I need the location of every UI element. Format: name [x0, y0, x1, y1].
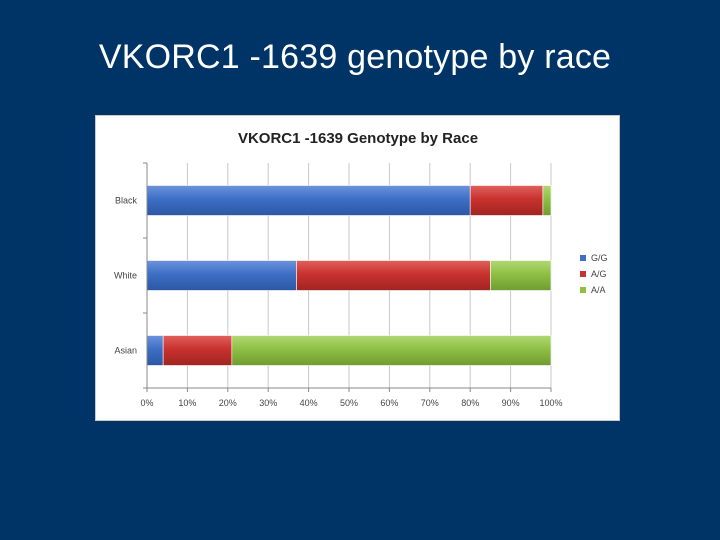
x-tick-label: 10%: [178, 398, 196, 408]
bar-asian-aa: [231, 335, 552, 366]
y-tick-label: Black: [115, 196, 138, 206]
legend-swatch: [580, 271, 586, 277]
bar-white-aa: [490, 260, 552, 291]
x-tick-label: 30%: [259, 398, 277, 408]
x-tick-label: 40%: [300, 398, 318, 408]
x-tick-label: 0%: [140, 398, 153, 408]
x-tick-label: 100%: [539, 398, 562, 408]
x-tick-label: 90%: [502, 398, 520, 408]
bar-black-aa: [542, 185, 552, 216]
bar-black-ag: [469, 185, 544, 216]
bars-layer: [146, 185, 552, 366]
bar-white-ag: [296, 260, 491, 291]
chart-title: VKORC1 -1639 Genotype by Race: [238, 130, 478, 147]
bar-black-gg: [146, 185, 471, 216]
legend-label: A/G: [591, 269, 607, 279]
axis-layer: 0% 10% 20% 30% 40% 50% 60% 70% 80% 90% 100% Black Wh…: [114, 162, 563, 408]
bar-asian-ag: [162, 335, 233, 366]
legend-label: A/A: [591, 285, 606, 295]
legend-swatch: [580, 287, 586, 293]
chart-svg: VKORC1 -1639 Genotype by Race 0% 10% 20% 30…: [114, 130, 608, 408]
y-tick-label: Asian: [114, 346, 137, 356]
bar-white-gg: [146, 260, 297, 291]
x-tick-label: 60%: [380, 398, 398, 408]
legend: G/G A/G A/A: [580, 253, 608, 295]
x-tick-label: 80%: [461, 398, 479, 408]
legend-swatch: [580, 255, 586, 261]
x-tick-label: 50%: [340, 398, 358, 408]
slide-title: VKORC1 -1639 genotype by race: [98, 38, 612, 76]
legend-label: G/G: [591, 253, 608, 263]
x-tick-label: 70%: [421, 398, 439, 408]
x-tick-label: 20%: [219, 398, 237, 408]
y-tick-label: White: [114, 271, 137, 281]
bar-asian-gg: [146, 335, 164, 366]
chart-panel: VKORC1 -1639 Genotype by Race 0% 10% 20% 30…: [95, 115, 620, 421]
